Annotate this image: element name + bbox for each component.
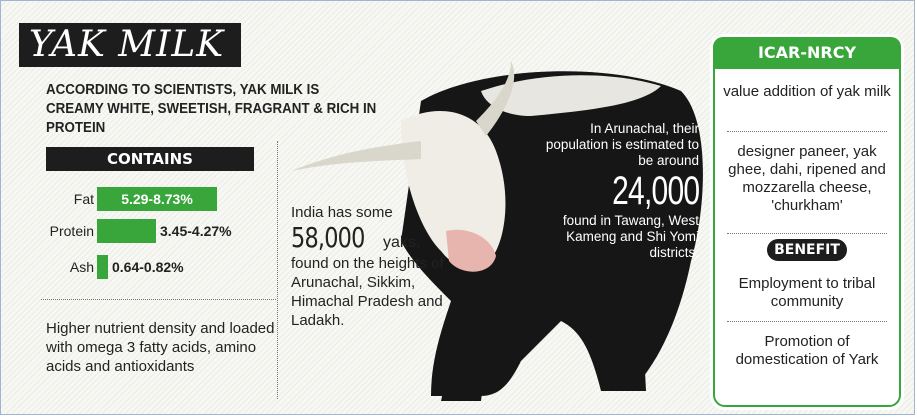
india-unit: yaks, <box>382 234 421 251</box>
divider <box>727 321 887 322</box>
divider <box>41 299 276 300</box>
icar-panel: ICAR-NRCY value addition of yak milk des… <box>713 37 901 407</box>
panel-item: value addition of yak milk <box>723 83 891 100</box>
nutrient-label: Fat <box>73 191 94 207</box>
nutrient-row-fat: Fat 5.29-8.73% <box>31 187 271 211</box>
arunachal-suffix: found in Tawang, West Kameng and Shi Yom… <box>562 213 699 260</box>
nutrient-bar: 5.29-8.73% <box>97 187 217 211</box>
yak-illustration <box>291 61 703 401</box>
divider <box>277 141 278 399</box>
arunachal-prefix: In Arunachal, their population is estima… <box>545 121 699 168</box>
benefit-badge: BENEFIT <box>767 239 847 261</box>
divider <box>727 233 887 234</box>
contains-header: CONTAINS <box>46 147 254 171</box>
india-stat: India has some 58,000 yaks, found on the … <box>291 203 451 330</box>
nutrient-value: 5.29-8.73% <box>121 191 193 207</box>
benefit-item: Promotion of domestication of Yark <box>735 333 879 368</box>
india-prefix: India has some <box>291 204 393 221</box>
nutrient-label: Ash <box>69 259 94 275</box>
nutrient-row-ash: Ash 0.64-0.82% <box>31 255 271 279</box>
india-suffix: found on the heights of Arunachal, Sikki… <box>291 255 444 329</box>
page-title: YAK MILK <box>19 23 241 67</box>
benefit-item: Employment to tribal community <box>738 275 876 310</box>
nutrient-label: Protein <box>49 223 94 239</box>
nutrient-bar <box>97 255 108 279</box>
intro-text: ACCORDING TO SCIENTISTS, YAK MILK IS CRE… <box>46 82 377 136</box>
nutrient-value: 0.64-0.82% <box>112 259 184 275</box>
divider <box>727 131 887 132</box>
arunachal-number: 24,000 <box>611 169 700 213</box>
nutrient-value: 3.45-4.27% <box>160 223 232 239</box>
panel-header: ICAR-NRCY <box>713 37 901 69</box>
nutrient-bar <box>97 219 156 243</box>
panel-item: designer paneer, yak ghee, dahi, ripened… <box>728 143 886 214</box>
arunachal-stat: In Arunachal, their population is estima… <box>531 121 700 261</box>
india-number: 58,000 <box>291 221 365 254</box>
nutrient-row-protein: Protein 3.45-4.27% <box>31 219 271 243</box>
nutrient-description: Higher nutrient density and loaded with … <box>46 320 275 375</box>
